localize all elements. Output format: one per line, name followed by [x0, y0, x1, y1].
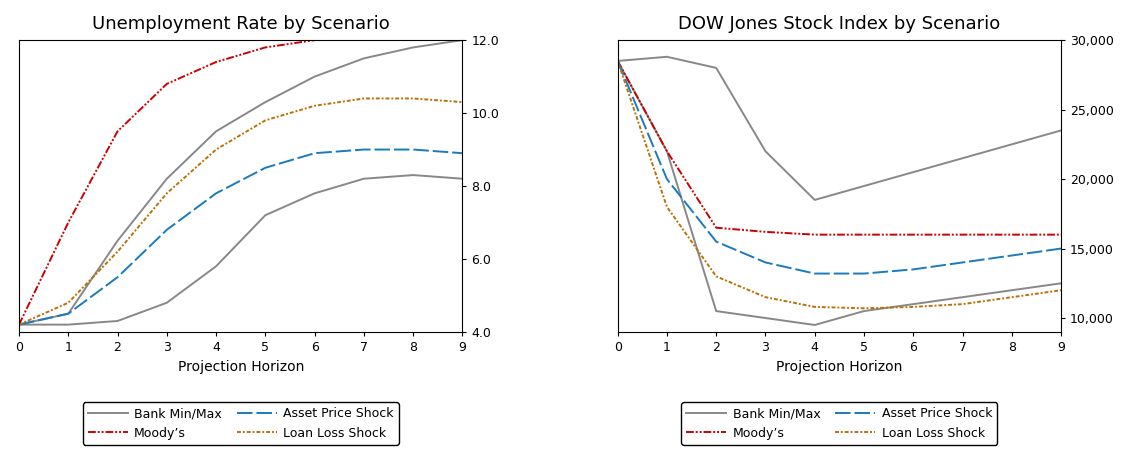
Title: Unemployment Rate by Scenario: Unemployment Rate by Scenario	[91, 15, 390, 33]
X-axis label: Projection Horizon: Projection Horizon	[177, 360, 304, 373]
X-axis label: Projection Horizon: Projection Horizon	[776, 360, 902, 373]
Title: DOW Jones Stock Index by Scenario: DOW Jones Stock Index by Scenario	[679, 15, 1000, 33]
Legend: Bank Min/Max, Moody’s, Asset Price Shock, Loan Loss Shock: Bank Min/Max, Moody’s, Asset Price Shock…	[82, 402, 399, 444]
Legend: Bank Min/Max, Moody’s, Asset Price Shock, Loan Loss Shock: Bank Min/Max, Moody’s, Asset Price Shock…	[682, 402, 997, 444]
